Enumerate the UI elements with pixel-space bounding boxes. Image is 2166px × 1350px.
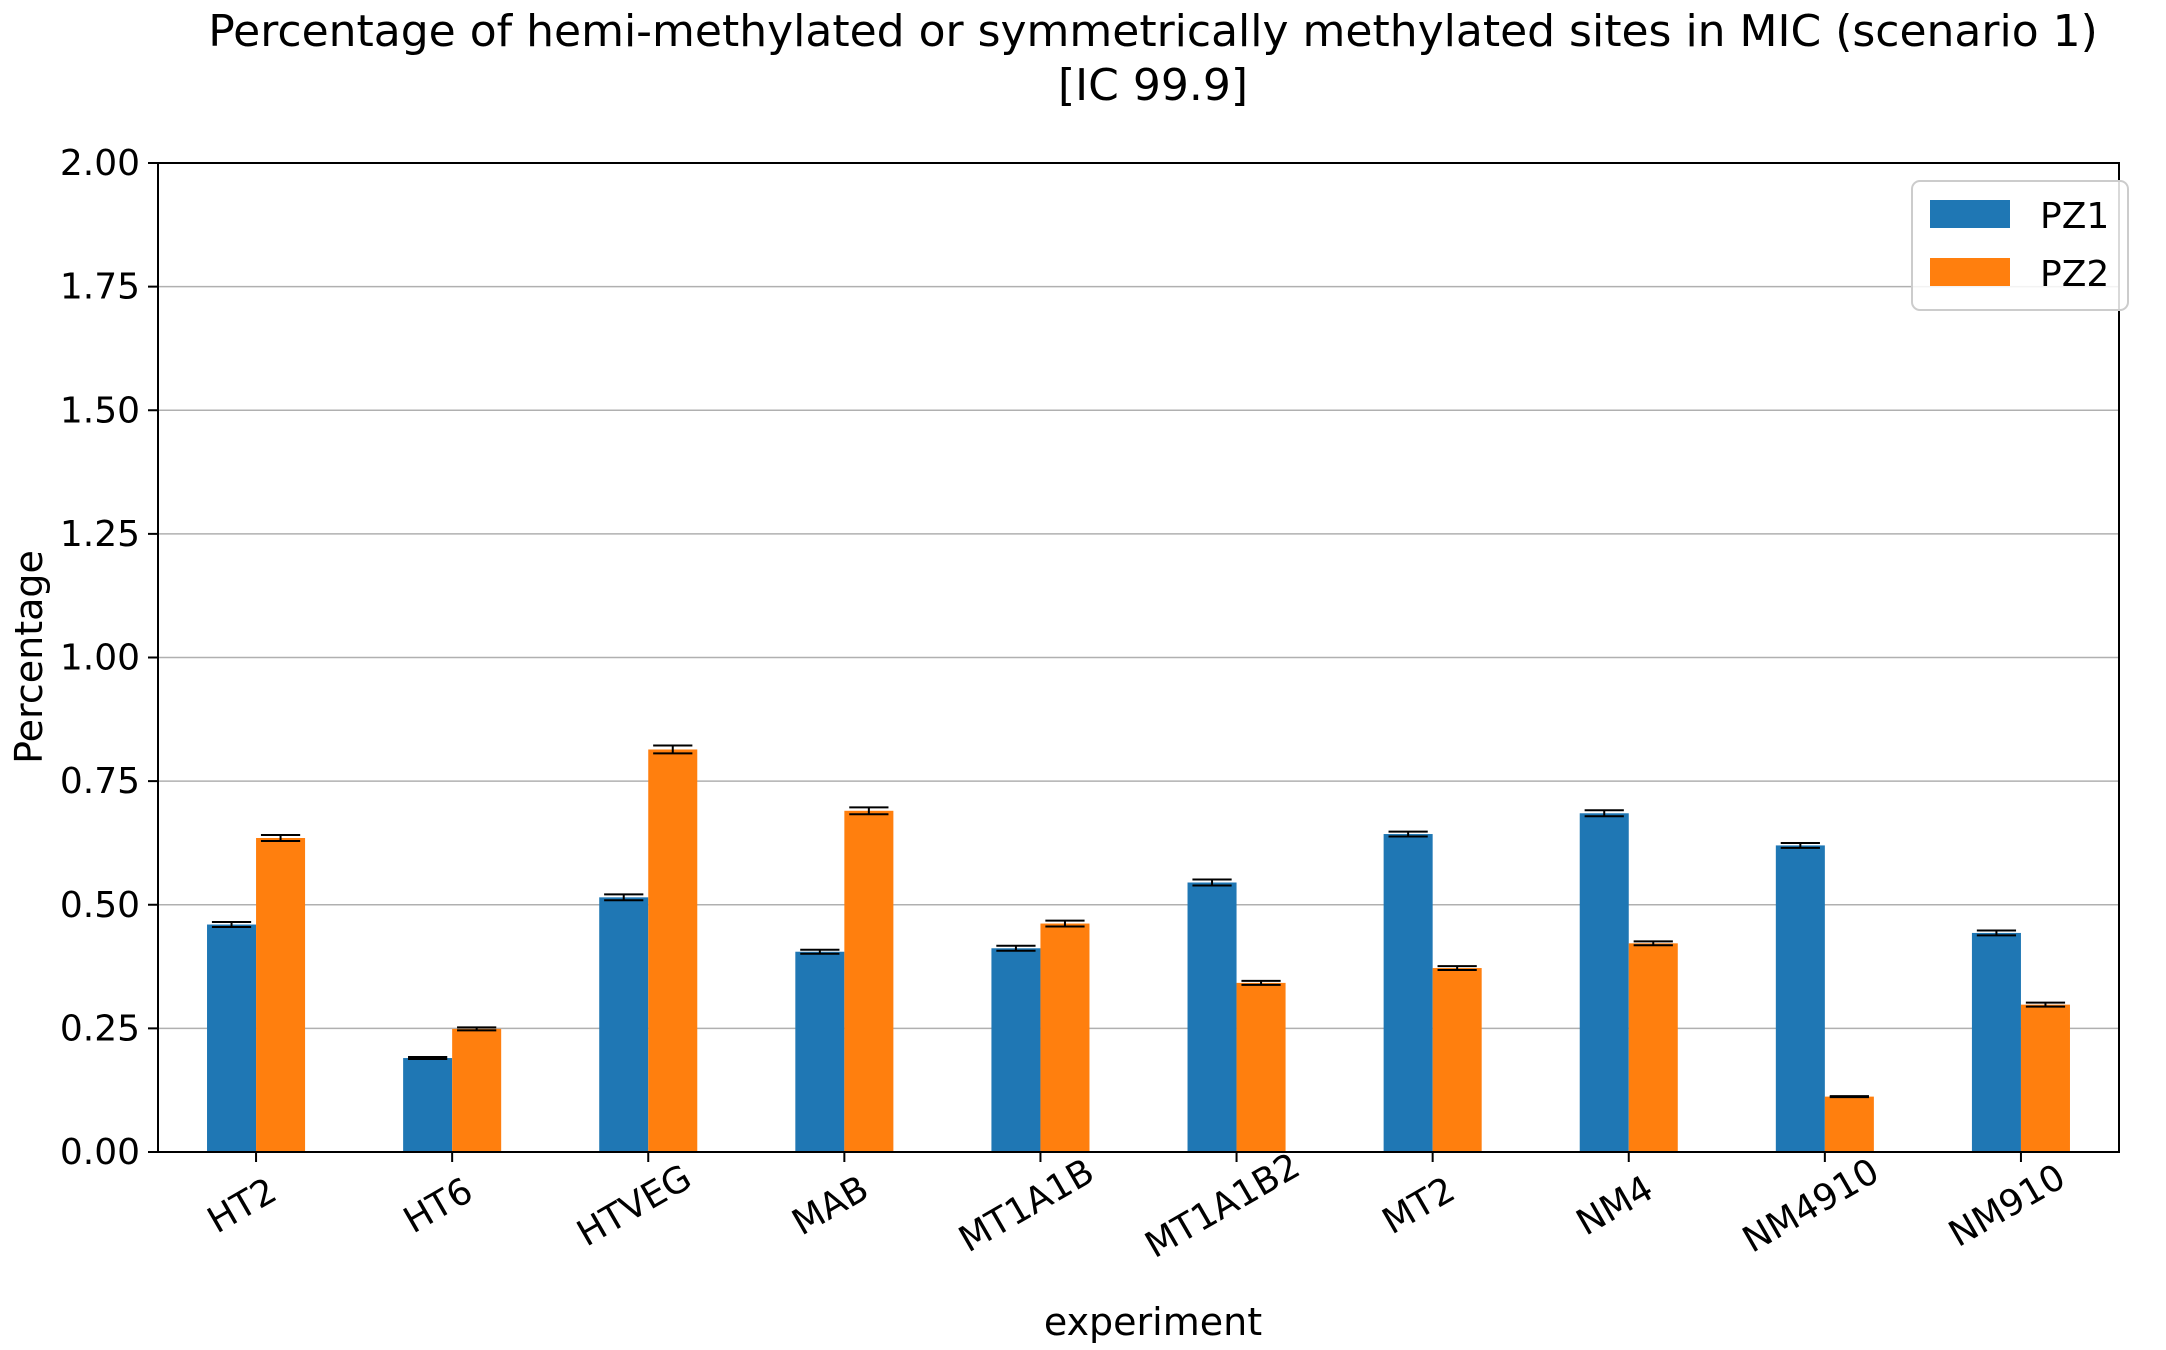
- error-bar-pz1-nm910: [1976, 929, 2017, 937]
- error-bars: [211, 744, 2066, 1099]
- bar-pz2-mt2: [1432, 968, 1482, 1152]
- error-bar-pz1-mab: [800, 948, 840, 955]
- legend-label-pz1: PZ1: [2040, 196, 2109, 237]
- error-bar-pz1-nm4: [1584, 809, 1624, 818]
- error-bar-pz2-htveg: [653, 744, 693, 755]
- bar-pz2-mab: [844, 810, 894, 1152]
- chart-subtitle: [IC 99.9]: [1058, 60, 1248, 111]
- error-bar-pz1-htveg: [604, 893, 644, 902]
- bar-pz2-mt1a1b: [1040, 923, 1090, 1152]
- bar-pz2-nm910: [2020, 1004, 2070, 1152]
- error-bar-pz2-nm910: [2025, 1001, 2066, 1008]
- chart-title: Percentage of hemi-methylated or symmetr…: [208, 6, 2098, 57]
- error-bar-pz1-ht6: [408, 1056, 448, 1061]
- bar-pz1-mab: [795, 951, 845, 1152]
- y-tick-label: 1.00: [60, 638, 140, 679]
- bar-pz1-nm4: [1579, 813, 1629, 1152]
- bar-pz1-mt1a1b: [991, 948, 1041, 1152]
- y-tick-label: 0.50: [60, 885, 140, 926]
- bar-pz1-mt1a1b2: [1187, 882, 1237, 1152]
- x-tick-label: HT6: [397, 1170, 480, 1241]
- bar-pz2-nm4: [1628, 943, 1678, 1152]
- error-bar-pz1-mt2: [1388, 830, 1428, 838]
- bar-pz2-mt1a1b2: [1236, 982, 1286, 1152]
- x-axis: HT2 HT6 HTVEG MAB MT1A1B MT1A1B2 MT2 NM4 NM4910 N…: [201, 1146, 2072, 1267]
- y-tick-label: 0.00: [60, 1132, 140, 1173]
- bar-pz1-ht6: [403, 1058, 453, 1152]
- bar-pz1-mt2: [1383, 834, 1433, 1152]
- error-bar-pz2-ht2: [260, 834, 301, 842]
- x-tick-label: MAB: [786, 1168, 876, 1244]
- bar-pz2-htveg: [648, 749, 698, 1152]
- error-bar-pz1-mt1a1b2: [1192, 878, 1232, 887]
- y-tick-label: 0.25: [60, 1008, 140, 1049]
- x-axis-label: experiment: [1044, 1300, 1262, 1344]
- bar-pz1-nm910: [1971, 932, 2021, 1152]
- error-bar-pz1-nm4910: [1780, 841, 1820, 849]
- bar-pz2-ht2: [256, 837, 306, 1152]
- y-tick-label: 1.75: [60, 267, 140, 308]
- y-tick-label: 1.25: [60, 514, 140, 555]
- bar-pz1-nm4910: [1775, 845, 1825, 1152]
- x-tick-label: HT2: [201, 1170, 284, 1241]
- x-tick-label: NM4: [1570, 1168, 1661, 1244]
- y-tick-label: 2.00: [60, 143, 140, 184]
- bars: [207, 749, 2070, 1152]
- y-axis: 0.00 0.25 0.50 0.75 1.00 1.25 1.50 1.75 2.00: [60, 143, 158, 1173]
- error-bar-pz2-mt1a1b2: [1241, 979, 1281, 986]
- y-axis-label: Percentage: [7, 550, 51, 764]
- legend-swatch-pz1: [1930, 200, 2010, 228]
- bar-pz1-htveg: [599, 897, 649, 1152]
- y-tick-label: 0.75: [60, 761, 140, 802]
- error-bar-pz1-mt1a1b: [996, 944, 1036, 952]
- error-bar-pz2-mt2: [1437, 965, 1477, 972]
- error-bar-pz2-mab: [849, 806, 889, 816]
- error-bar-pz2-nm4910: [1829, 1095, 1869, 1099]
- error-bar-pz2-nm4: [1633, 940, 1673, 947]
- error-bar-pz2-ht6: [457, 1026, 497, 1032]
- bar-pz1-ht2: [207, 924, 257, 1152]
- legend: PZ1 PZ2: [1911, 180, 2129, 311]
- error-bar-pz2-mt1a1b: [1045, 919, 1085, 928]
- y-tick-label: 1.50: [60, 390, 140, 431]
- legend-swatch-pz2: [1930, 258, 2010, 286]
- x-tick-label: MT1A1B2: [1138, 1146, 1307, 1267]
- x-tick-label: NM4910: [1736, 1151, 1886, 1261]
- bar-pz2-nm4910: [1824, 1096, 1874, 1152]
- legend-label-pz2: PZ2: [2040, 254, 2109, 295]
- x-tick-label: HTVEG: [570, 1157, 698, 1255]
- x-tick-label: NM910: [1942, 1157, 2072, 1256]
- error-bar-pz1-ht2: [211, 921, 252, 929]
- bar-pz2-ht6: [452, 1028, 502, 1152]
- x-tick-label: MT1A1B: [952, 1151, 1101, 1261]
- x-tick-label: MT2: [1376, 1169, 1462, 1242]
